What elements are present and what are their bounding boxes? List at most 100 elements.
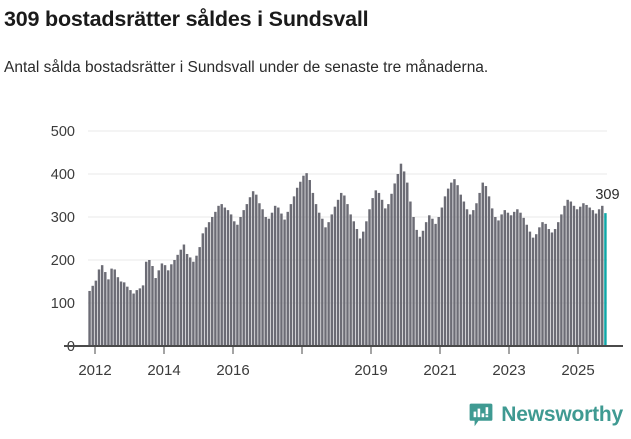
bar[interactable] bbox=[207, 222, 211, 346]
bar[interactable] bbox=[374, 190, 378, 346]
bar[interactable] bbox=[343, 195, 346, 347]
bar[interactable] bbox=[453, 179, 456, 346]
bar[interactable] bbox=[122, 282, 126, 346]
newsworthy-brand[interactable]: Newsworthy bbox=[468, 402, 623, 428]
bar[interactable] bbox=[478, 192, 481, 346]
bar[interactable] bbox=[418, 236, 422, 346]
bar[interactable] bbox=[330, 214, 333, 346]
bar[interactable] bbox=[588, 207, 591, 346]
bar[interactable] bbox=[135, 290, 138, 346]
bar[interactable] bbox=[132, 293, 135, 346]
bar[interactable] bbox=[358, 238, 362, 347]
bar[interactable] bbox=[563, 205, 566, 346]
bar[interactable] bbox=[472, 210, 475, 346]
bar[interactable] bbox=[535, 234, 538, 346]
bar[interactable] bbox=[387, 204, 390, 346]
bar[interactable] bbox=[104, 272, 107, 346]
bar[interactable] bbox=[468, 214, 472, 346]
bar[interactable] bbox=[475, 203, 478, 346]
bar[interactable] bbox=[151, 266, 154, 346]
bar[interactable] bbox=[412, 217, 415, 346]
bar[interactable] bbox=[176, 254, 179, 346]
bar[interactable] bbox=[481, 182, 484, 346]
bar[interactable] bbox=[424, 222, 428, 346]
bar[interactable] bbox=[336, 199, 340, 346]
bar[interactable] bbox=[544, 223, 547, 346]
bar[interactable] bbox=[462, 201, 466, 346]
bar[interactable] bbox=[572, 205, 576, 346]
bar[interactable] bbox=[525, 224, 529, 346]
bar[interactable] bbox=[154, 278, 157, 346]
bar[interactable] bbox=[346, 204, 349, 346]
bar[interactable] bbox=[179, 249, 183, 346]
bar[interactable] bbox=[575, 209, 579, 346]
bar[interactable] bbox=[528, 231, 532, 346]
bar[interactable] bbox=[465, 209, 469, 346]
bar[interactable] bbox=[434, 223, 437, 346]
bar[interactable] bbox=[144, 261, 148, 346]
bar[interactable] bbox=[160, 263, 164, 346]
bar[interactable] bbox=[585, 204, 588, 346]
bar[interactable] bbox=[591, 210, 595, 346]
bar[interactable] bbox=[519, 212, 522, 346]
bar[interactable] bbox=[226, 210, 230, 346]
bar[interactable] bbox=[204, 227, 208, 346]
bar[interactable] bbox=[579, 206, 582, 346]
bar[interactable] bbox=[402, 171, 406, 346]
bar[interactable] bbox=[450, 182, 453, 346]
bar[interactable] bbox=[509, 215, 513, 346]
bar[interactable] bbox=[380, 199, 384, 346]
bar[interactable] bbox=[273, 205, 277, 346]
bar[interactable] bbox=[456, 185, 459, 346]
bar[interactable] bbox=[299, 181, 302, 346]
bar[interactable] bbox=[601, 205, 604, 346]
bar[interactable] bbox=[236, 224, 239, 346]
bar[interactable] bbox=[255, 194, 258, 346]
bar[interactable] bbox=[446, 188, 450, 346]
bar[interactable] bbox=[512, 211, 516, 346]
bar[interactable] bbox=[550, 232, 554, 346]
bar[interactable] bbox=[531, 237, 535, 346]
bar[interactable] bbox=[94, 280, 98, 346]
bar[interactable] bbox=[163, 265, 167, 346]
bar[interactable] bbox=[497, 220, 500, 346]
bar[interactable] bbox=[377, 192, 381, 346]
bar[interactable] bbox=[547, 229, 551, 346]
bar[interactable] bbox=[437, 217, 440, 346]
bar[interactable] bbox=[393, 183, 396, 346]
bar[interactable] bbox=[421, 230, 425, 346]
bar[interactable] bbox=[229, 214, 233, 346]
bar[interactable] bbox=[516, 209, 519, 346]
bar[interactable] bbox=[311, 192, 315, 346]
bar[interactable] bbox=[371, 198, 374, 346]
bar[interactable] bbox=[97, 269, 101, 346]
bar[interactable] bbox=[321, 218, 324, 346]
bar[interactable] bbox=[214, 211, 217, 346]
bar[interactable] bbox=[440, 207, 444, 346]
bar[interactable] bbox=[107, 279, 110, 346]
bar[interactable] bbox=[126, 286, 129, 346]
bar[interactable] bbox=[500, 214, 503, 346]
bar[interactable] bbox=[270, 212, 274, 346]
bar[interactable] bbox=[110, 268, 113, 346]
bar[interactable] bbox=[317, 212, 321, 346]
bar[interactable] bbox=[368, 209, 371, 346]
bar[interactable] bbox=[289, 204, 293, 346]
bar[interactable] bbox=[522, 217, 525, 346]
bar[interactable] bbox=[233, 221, 236, 346]
bar[interactable] bbox=[119, 281, 123, 347]
bar[interactable] bbox=[443, 196, 447, 346]
bar[interactable] bbox=[302, 175, 305, 346]
bar[interactable] bbox=[399, 163, 403, 346]
bar[interactable] bbox=[195, 255, 198, 346]
bar[interactable] bbox=[138, 288, 142, 346]
bar[interactable] bbox=[503, 210, 506, 346]
bar[interactable] bbox=[295, 187, 299, 346]
bar[interactable] bbox=[192, 261, 195, 346]
bar[interactable] bbox=[277, 207, 280, 346]
bar[interactable] bbox=[129, 290, 132, 346]
bar[interactable] bbox=[355, 229, 359, 346]
bar[interactable] bbox=[541, 222, 544, 346]
bar[interactable] bbox=[245, 204, 249, 346]
bar[interactable] bbox=[490, 208, 494, 346]
